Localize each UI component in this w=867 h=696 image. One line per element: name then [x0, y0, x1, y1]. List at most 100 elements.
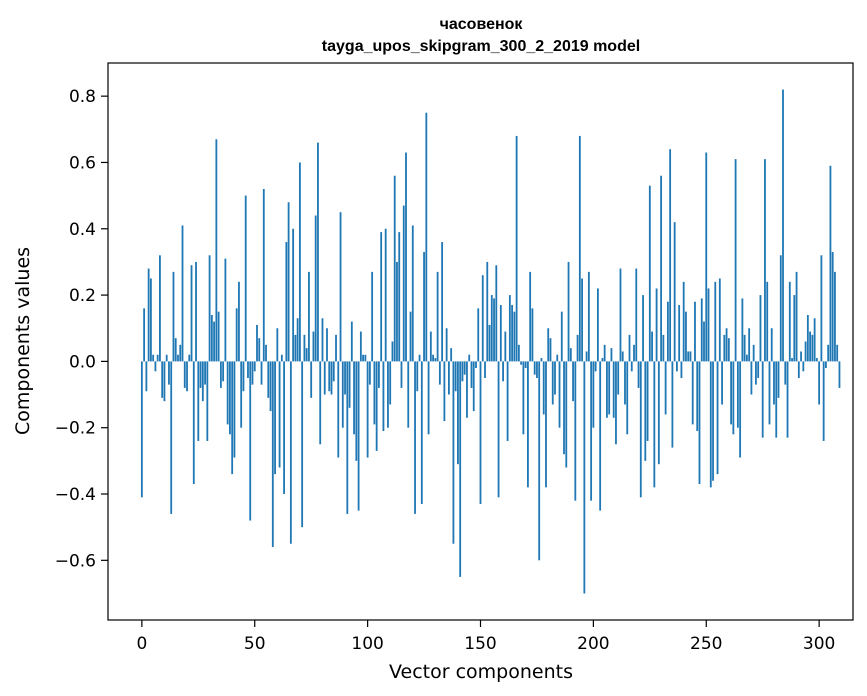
bar-component-107: [382, 361, 385, 432]
bar-component-247: [698, 361, 701, 485]
bar-component-195: [581, 278, 583, 362]
bar-component-168: [520, 361, 523, 365]
x-axis-ticks: 0 50 100 150 200 250 300: [136, 620, 835, 654]
bar-component-30: [208, 255, 211, 362]
bar-component-63: [283, 361, 285, 495]
bar-component-198: [587, 271, 590, 362]
x-tick-label: 0: [136, 634, 147, 654]
bar-component-249: [703, 321, 705, 362]
bar-component-231: [662, 334, 665, 362]
bar-component-126: [425, 112, 428, 362]
bar-component-156: [493, 298, 495, 362]
bar-component-248: [700, 298, 703, 362]
bar-component-303: [825, 361, 827, 369]
bar-component-228: [655, 288, 658, 362]
bar-component-243: [689, 351, 692, 362]
bar-component-206: [606, 361, 608, 418]
bar-component-307: [834, 271, 836, 362]
bar-component-70: [298, 162, 301, 362]
bar-component-14: [172, 271, 175, 362]
bar-component-108: [384, 228, 387, 362]
bar-component-49: [251, 361, 254, 385]
bar-component-100: [366, 361, 369, 458]
bar-component-170: [524, 361, 527, 369]
bar-component-31: [210, 314, 213, 362]
bar-component-167: [517, 344, 520, 362]
bar-component-179: [545, 361, 547, 488]
bar-component-186: [560, 311, 563, 362]
bar-component-193: [576, 334, 579, 362]
bar-component-214: [624, 361, 626, 405]
bar-component-227: [653, 361, 656, 488]
bar-component-232: [664, 361, 667, 415]
bar-component-62: [280, 354, 283, 362]
x-tick-label: 150: [464, 634, 496, 654]
bar-component-278: [768, 361, 771, 425]
bar-component-110: [389, 361, 392, 405]
bar-component-200: [592, 361, 595, 428]
bar-component-254: [714, 281, 717, 362]
bar-component-225: [648, 185, 651, 362]
bar-component-294: [804, 341, 807, 362]
bar-component-245: [694, 301, 696, 362]
bar-component-58: [271, 361, 274, 548]
bar-component-250: [705, 152, 708, 362]
bar-component-141: [459, 361, 462, 577]
bar-component-155: [490, 295, 493, 362]
bar-component-76: [312, 331, 315, 362]
bar-component-282: [777, 361, 780, 398]
bar-component-261: [730, 361, 732, 425]
x-tick-label: 250: [690, 634, 722, 654]
bar-component-211: [617, 361, 620, 395]
bar-component-140: [457, 361, 459, 465]
bar-component-73: [305, 348, 308, 362]
bar-component-0: [140, 361, 143, 498]
bar-component-262: [732, 361, 735, 435]
x-tick-label: 50: [244, 634, 266, 654]
x-tick-label: 100: [351, 634, 383, 654]
bar-component-113: [396, 261, 398, 362]
bar-component-99: [364, 354, 367, 362]
bar-component-289: [793, 295, 796, 362]
bar-component-68: [294, 334, 297, 362]
bar-component-103: [373, 361, 376, 425]
bar-component-22: [190, 265, 193, 362]
bar-component-161: [504, 331, 507, 362]
bar-component-35: [219, 361, 222, 388]
bar-component-111: [391, 341, 394, 362]
bar-component-216: [628, 334, 631, 362]
bar-component-142: [461, 361, 464, 382]
bar-component-43: [238, 281, 240, 362]
bar-component-80: [321, 318, 324, 362]
bar-component-24: [195, 261, 197, 362]
bar-component-251: [707, 288, 710, 362]
bar-component-190: [569, 348, 572, 362]
bar-component-246: [696, 361, 699, 432]
bar-component-252: [709, 361, 712, 488]
bar-component-47: [247, 361, 249, 378]
bar-component-59: [274, 361, 276, 475]
bar-component-298: [813, 318, 816, 362]
y-tick-label: −0.2: [55, 419, 96, 439]
bar-component-83: [328, 361, 331, 392]
bar-component-265: [739, 361, 742, 458]
bar-component-221: [639, 361, 642, 498]
bar-component-74: [308, 271, 310, 362]
bar-component-286: [786, 361, 789, 438]
bar-component-75: [310, 361, 313, 398]
bar-component-219: [635, 268, 638, 362]
y-tick-label: 0.0: [69, 352, 96, 372]
bar-component-96: [357, 361, 360, 511]
bar-component-218: [633, 344, 635, 362]
bar-component-3: [147, 268, 150, 362]
bar-component-162: [506, 361, 509, 441]
bar-component-112: [393, 175, 396, 362]
bar-component-184: [556, 354, 559, 362]
bar-component-151: [481, 275, 484, 362]
bar-component-291: [797, 361, 800, 378]
bar-component-65: [287, 202, 290, 362]
bar-component-152: [484, 361, 486, 378]
bar-component-89: [341, 361, 344, 428]
bar-component-178: [542, 361, 545, 415]
